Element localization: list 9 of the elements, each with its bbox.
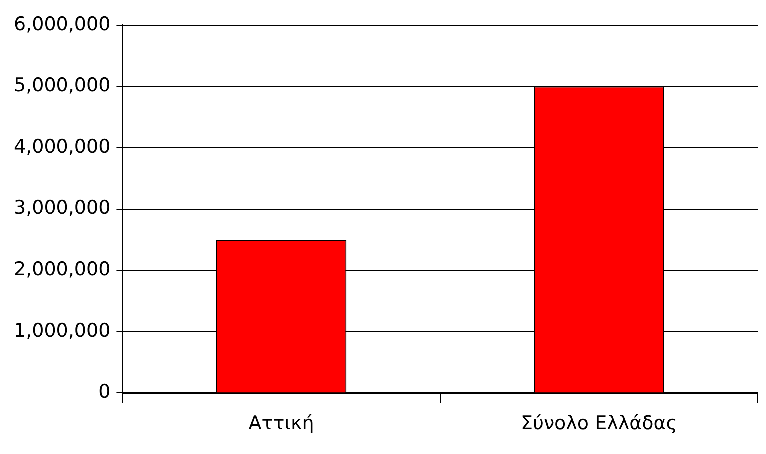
y-tick-label: 2,000,000 bbox=[14, 258, 111, 281]
x-tick-label: Αττική bbox=[248, 412, 314, 435]
y-tick-label: 1,000,000 bbox=[14, 320, 111, 342]
x-tick-label: Σύνολο Ελλάδας bbox=[520, 412, 678, 435]
y-tick-label: 4,000,000 bbox=[14, 136, 111, 158]
y-tick-label: 5,000,000 bbox=[14, 74, 111, 97]
y-tick-label: 0 bbox=[98, 381, 111, 404]
y-tick-label: 3,000,000 bbox=[14, 197, 111, 220]
y-tick-label: 6,000,000 bbox=[14, 13, 111, 36]
